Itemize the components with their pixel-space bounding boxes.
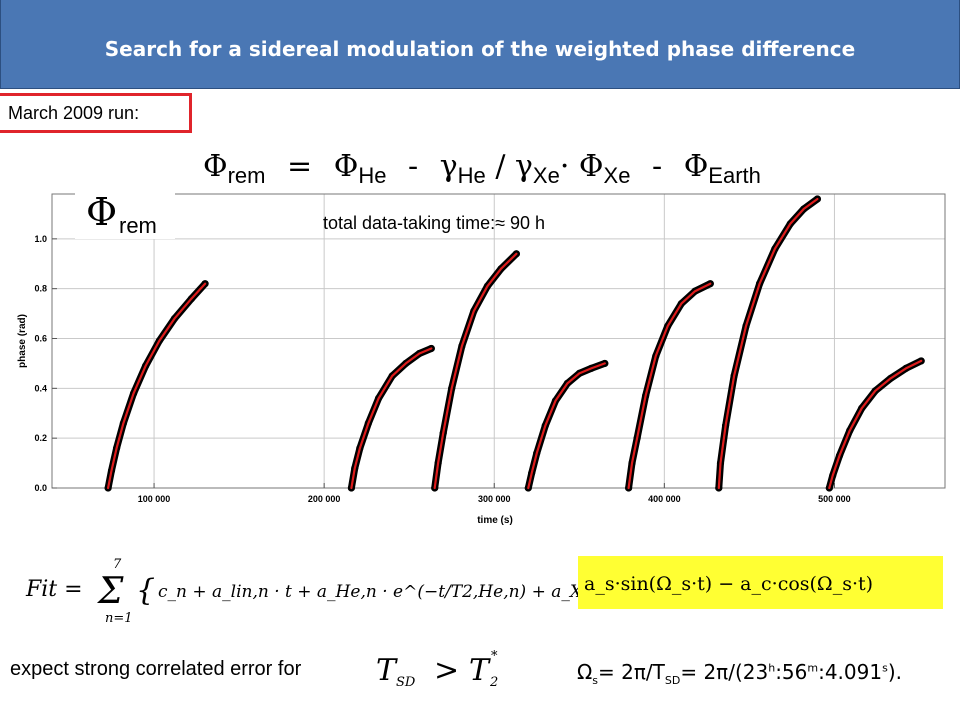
- x-tick-label: 100 000: [138, 494, 171, 504]
- fit-body: c_n + a_lin,n · t + a_He,n · e^(−t/T2,He…: [158, 582, 618, 602]
- axis-ticks: 100 000 200 000 300 000 400 000 500 000 0.0 0.…: [34, 234, 850, 504]
- slide-title: Search for a sidereal modulation of the …: [104, 37, 856, 61]
- x-tick-label: 200 000: [308, 494, 341, 504]
- y-tick-label: 0.8: [34, 284, 47, 294]
- eq-phi-he: ΦHe: [333, 149, 387, 188]
- plot-label-rem: rem: [119, 213, 157, 238]
- ineq-t-sd: T: [376, 653, 398, 688]
- data-series: [104, 195, 925, 492]
- plot-label-box: [75, 187, 175, 239]
- fit-highlight-svg: a_s·sin(Ω_s·t) − a_c·cos(Ω_s·t): [584, 573, 873, 595]
- fit-formula-lhs: Fit = 7 Σ n=1 { c_n + a_lin,n · t + a_He…: [18, 556, 755, 632]
- x-tick-label: 500 000: [818, 494, 851, 504]
- brace-open: {: [136, 573, 155, 608]
- x-tick-label: 300 000: [478, 494, 511, 504]
- eq-equals: =: [287, 149, 313, 184]
- ineq-sub-2: 2: [489, 675, 498, 690]
- plot-label-phi: Φ: [86, 190, 117, 234]
- sum-lower: n=1: [105, 611, 133, 626]
- y-tick-label: 0.6: [34, 334, 47, 344]
- x-axis-label: time (s): [477, 515, 513, 526]
- ineq-op: >: [434, 653, 459, 688]
- x-tick-label: 400 000: [648, 494, 681, 504]
- data-series-2: [347, 345, 435, 492]
- data-series-5: [625, 280, 714, 492]
- bottom-note: expect strong correlated error for: [10, 658, 302, 680]
- eq-gamma-xe: γXe·: [514, 149, 570, 188]
- y-axis-label: phase (rad): [17, 314, 28, 368]
- eq-phi-earth: ΦEarth: [683, 149, 761, 188]
- fit-curve-4: [527, 362, 606, 490]
- eq-gamma-he: γHe: [439, 149, 486, 188]
- plot-frame: [51, 193, 946, 489]
- fit-highlight-box: a_s·sin(Ω_s·t) − a_c·cos(Ω_s·t): [578, 556, 943, 609]
- ineq-sub-sd: SD: [396, 675, 416, 690]
- bottom-inequality: T SD > T 2 *: [374, 644, 524, 703]
- eq-phi-rem: Φrem: [203, 149, 266, 188]
- y-tick-label: 0.4: [34, 383, 47, 393]
- eq-minus-2: -: [652, 149, 663, 184]
- inequality-svg: T SD > T 2 *: [376, 649, 498, 690]
- grid: [52, 194, 945, 489]
- fit-highlight-text: a_s·sin(Ω_s·t) − a_c·cos(Ω_s·t): [584, 573, 873, 595]
- annotation-total-time: total data-taking time:≈ 90 h: [323, 213, 545, 233]
- data-series-7: [825, 357, 925, 492]
- fit-curve-5: [627, 282, 712, 490]
- omega-definition: Ωs= 2π/TSD= 2π/(23h:56m:4.091s).: [577, 660, 902, 687]
- fit-curve-2: [350, 347, 433, 490]
- sum-sign: Σ: [96, 571, 124, 612]
- y-tick-label: 0.0: [34, 483, 47, 493]
- data-series-1: [104, 280, 209, 492]
- eq-slash: /: [495, 149, 506, 184]
- eq-minus-1: -: [408, 149, 419, 184]
- ineq-t2: T: [469, 653, 491, 688]
- sum-upper: 7: [113, 557, 122, 572]
- fit-label: Fit =: [25, 577, 83, 602]
- ineq-sup-star: *: [491, 649, 498, 664]
- y-tick-label: 1.0: [34, 234, 47, 244]
- fit-formula-svg: Fit = 7 Σ n=1 { c_n + a_lin,n · t + a_He…: [25, 557, 755, 626]
- eq-phi-xe: ΦXe: [578, 149, 631, 188]
- run-label: March 2009 run:: [0, 93, 192, 133]
- title-bar: [0, 0, 960, 89]
- y-tick-label: 0.2: [34, 433, 47, 443]
- phase-equation: Φrem = ΦHe - γHe / γXe· ΦXe - ΦEarth: [203, 149, 803, 188]
- phase-chart: 100 000 200 000 300 000 400 000 500 000 0.0 0.…: [17, 187, 946, 526]
- fit-curve-6: [717, 197, 819, 490]
- fit-curve-7: [828, 359, 923, 490]
- fit-curve-3: [433, 252, 518, 490]
- fit-curve-1: [106, 282, 207, 490]
- data-series-6: [715, 195, 821, 492]
